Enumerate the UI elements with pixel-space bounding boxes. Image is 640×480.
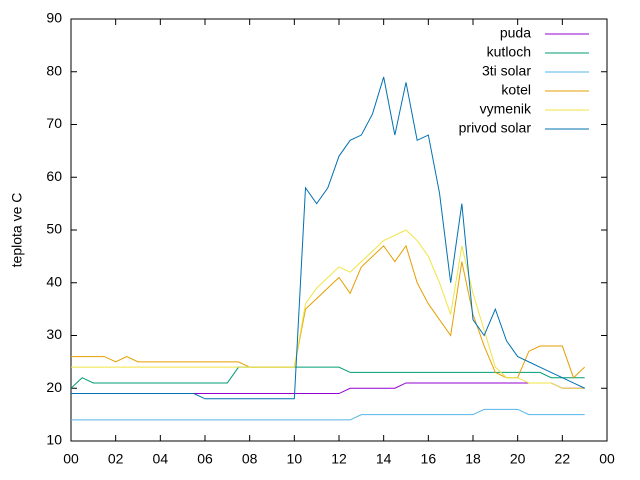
y-tick-label: 80 [46,62,62,78]
x-tick-label: 14 [376,451,392,467]
x-tick-label: 06 [197,451,213,467]
y-tick-label: 60 [46,168,62,184]
series-line [71,229,585,389]
y-tick-label: 50 [46,221,62,237]
y-tick-label: 40 [46,273,62,289]
legend-label: puda [500,25,531,41]
y-tick-label: 30 [46,326,62,342]
legend-label: kotel [501,82,531,98]
x-tick-label: 10 [287,451,303,467]
legend-label: kutloch [487,44,531,60]
x-tick-label: 08 [242,451,258,467]
x-tick-label: 22 [555,451,571,467]
y-tick-label: 20 [46,379,62,395]
y-tick-label: 70 [46,115,62,131]
series-line [71,76,585,400]
legend-label: 3ti solar [482,63,531,79]
x-tick-label: 00 [599,451,615,467]
series-line [71,244,586,379]
x-tick-label: 02 [108,451,124,467]
legend-label: vymenik [480,101,532,117]
x-tick-label: 00 [63,451,79,467]
series-line [71,382,585,395]
plot-frame [70,18,608,442]
series-line [70,366,585,389]
series-line [71,408,585,421]
x-tick-label: 04 [153,451,169,467]
x-tick-label: 18 [465,451,481,467]
legend-label: privod solar [459,120,532,136]
y-tick-label: 10 [46,432,62,448]
y-tick-label: 90 [46,10,62,26]
x-tick-label: 16 [421,451,437,467]
y-axis-label: teplota ve C [9,193,25,268]
x-tick-label: 12 [331,451,347,467]
x-tick-label: 20 [510,451,526,467]
